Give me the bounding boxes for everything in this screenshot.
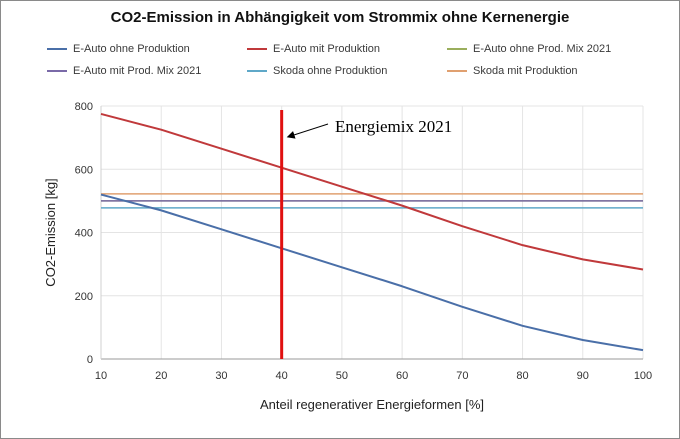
legend-swatch — [447, 70, 467, 72]
legend-item: E-Auto ohne Prod. Mix 2021 — [447, 41, 611, 57]
x-tick-label: 20 — [155, 370, 167, 382]
y-axis-label: CO2-Emission [kg] — [43, 178, 58, 286]
legend-item: Skoda ohne Produktion — [247, 63, 387, 79]
x-tick-label: 40 — [276, 370, 288, 382]
legend-swatch — [247, 48, 267, 50]
grid-lines — [100, 105, 644, 360]
x-tick-label: 50 — [336, 370, 348, 382]
annotation-arrow — [286, 123, 329, 139]
y-tick-label: 0 — [87, 354, 93, 366]
x-axis-label: Anteil regenerativer Energieformen [%] — [260, 397, 484, 412]
series-line — [100, 193, 644, 352]
legend-label: Skoda mit Produktion — [473, 65, 578, 77]
legend-swatch — [47, 70, 67, 72]
legend-label: E-Auto ohne Prod. Mix 2021 — [473, 43, 612, 55]
x-tick-label: 60 — [396, 370, 408, 382]
y-tick-label: 800 — [75, 101, 93, 113]
annotation-text: Energiemix 2021 — [335, 117, 452, 136]
legend-swatch — [47, 48, 67, 50]
legend-swatch — [447, 48, 467, 50]
x-tick-label: 90 — [577, 370, 589, 382]
y-tick-label: 600 — [75, 164, 93, 176]
y-tick-label: 400 — [75, 228, 93, 240]
series-group — [100, 112, 644, 352]
legend-label: E-Auto mit Prod. Mix 2021 — [73, 65, 202, 77]
legend-item: E-Auto mit Produktion — [247, 41, 380, 57]
x-tick-label: 100 — [634, 370, 652, 382]
x-tick-label: 70 — [456, 370, 468, 382]
legend-item: E-Auto ohne Produktion — [47, 41, 190, 57]
y-tick-label: 200 — [75, 291, 93, 303]
chart-title: CO2-Emission in Abhängigkeit vom Strommi… — [110, 9, 570, 26]
x-tick-label: 80 — [516, 370, 528, 382]
legend-label: E-Auto mit Produktion — [273, 43, 380, 55]
series-line — [100, 112, 644, 271]
legend-label: E-Auto ohne Produktion — [73, 43, 190, 55]
legend-item: E-Auto mit Prod. Mix 2021 — [47, 63, 201, 79]
legend-swatch — [247, 70, 267, 72]
legend-label: Skoda ohne Produktion — [273, 65, 388, 77]
x-tick-label: 10 — [95, 370, 107, 382]
tick-labels: 10 20 30 40 50 60 70 80 90 100 0 200 400 600 800 — [75, 101, 653, 382]
legend-item: Skoda mit Produktion — [447, 63, 578, 79]
x-tick-label: 30 — [215, 370, 227, 382]
